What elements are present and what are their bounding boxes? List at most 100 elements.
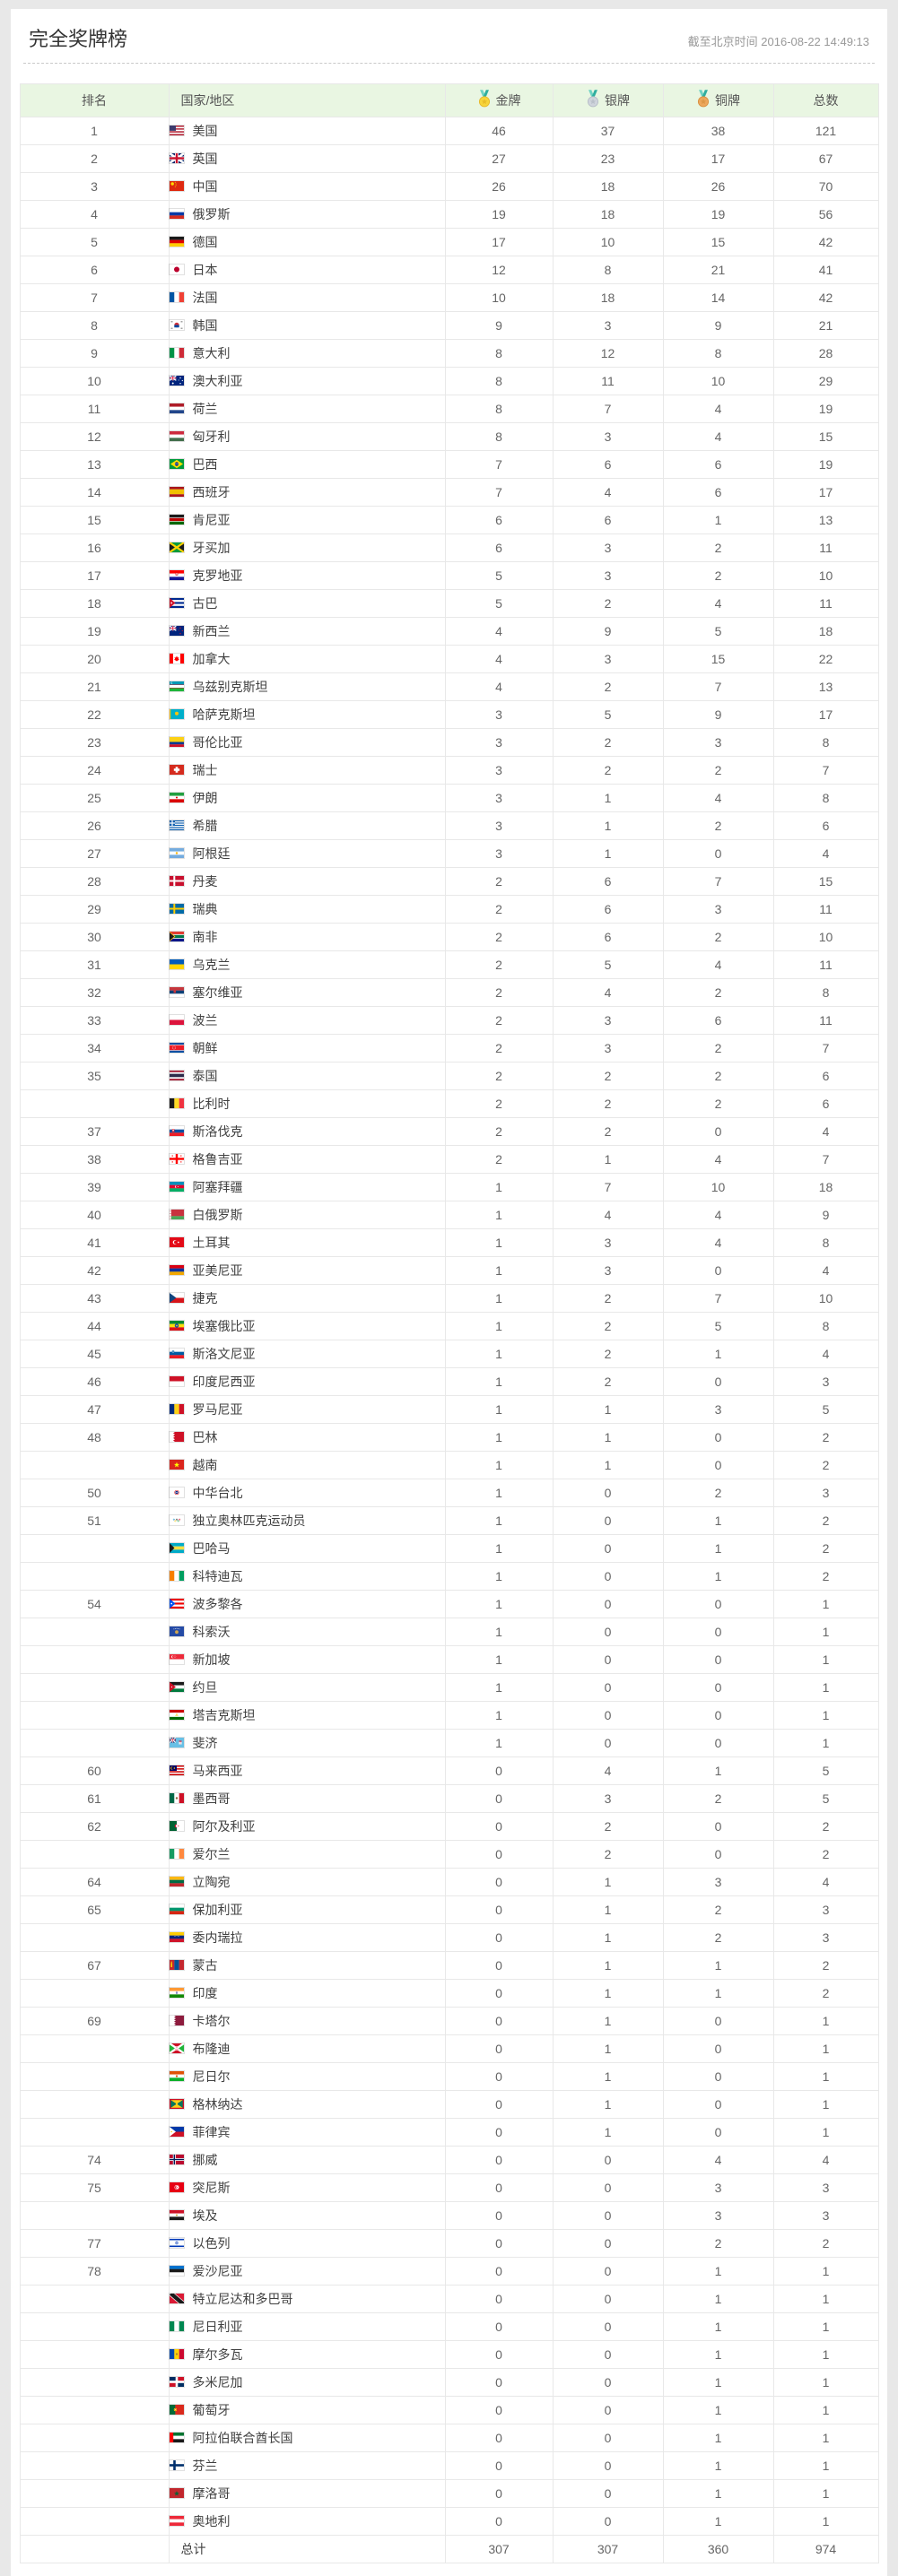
total-count-cell: 1: [773, 1729, 878, 1756]
total-count-cell: 11: [773, 533, 878, 561]
gold-count-cell: 8: [445, 339, 553, 367]
country-flag-icon: [170, 709, 184, 719]
gold-count-cell: 2: [445, 923, 553, 950]
country-flag-icon: [170, 1349, 184, 1358]
silver-count-cell: 0: [553, 2451, 663, 2479]
country-name: 加拿大: [193, 652, 231, 666]
rank-cell: [20, 2340, 169, 2368]
country-name: 英国: [193, 152, 218, 166]
country-cell: 越南: [169, 1451, 445, 1479]
silver-count-cell: 1: [553, 811, 663, 839]
rank-cell: [20, 1840, 169, 1868]
total-count-cell: 2: [773, 1951, 878, 1979]
country-cell: 葡萄牙: [169, 2396, 445, 2424]
rank-cell: 11: [20, 395, 169, 422]
silver-count-cell: 0: [553, 2479, 663, 2507]
country-flag-icon: [170, 2127, 184, 2137]
country-flag-icon: [170, 265, 184, 274]
gold-count-cell: 2: [445, 1006, 553, 1034]
country-cell: 埃塞俄比亚: [169, 1312, 445, 1340]
country-flag-icon: [170, 431, 184, 441]
country-name: 委内瑞拉: [193, 1930, 243, 1945]
country-cell: 摩洛哥: [169, 2479, 445, 2507]
rank-cell: 43: [20, 1284, 169, 1312]
country-cell: 肯尼亚: [169, 506, 445, 533]
country-flag-icon: [170, 1877, 184, 1886]
silver-count-cell: 1: [553, 1145, 663, 1173]
bronze-count-cell: 3: [663, 728, 773, 756]
total-count-cell: 1: [773, 2424, 878, 2451]
silver-count-cell: 18: [553, 200, 663, 228]
bronze-count-cell: 0: [663, 1423, 773, 1451]
gold-count-cell: 6: [445, 533, 553, 561]
gold-count-cell: 26: [445, 172, 553, 200]
country-name: 尼日尔: [193, 2069, 231, 2084]
total-count-cell: 18: [773, 617, 878, 645]
rank-cell: 20: [20, 645, 169, 672]
country-cell: 芬兰: [169, 2451, 445, 2479]
bronze-count-cell: 5: [663, 1312, 773, 1340]
country-cell: 波多黎各: [169, 1590, 445, 1618]
rank-cell: [20, 2118, 169, 2146]
silver-count-cell: 2: [553, 1812, 663, 1840]
country-name: 西班牙: [193, 485, 231, 499]
bronze-count-cell: 15: [663, 645, 773, 672]
gold-count-cell: 0: [445, 2173, 553, 2201]
country-name: 芬兰: [193, 2459, 218, 2473]
silver-count-cell: 2: [553, 1367, 663, 1395]
bronze-count-cell: 1: [663, 2451, 773, 2479]
country-flag-icon: [170, 932, 184, 941]
silver-count-cell: 2: [553, 1117, 663, 1145]
rank-cell: 7: [20, 283, 169, 311]
gold-count-cell: 46: [445, 117, 553, 144]
total-count-cell: 13: [773, 506, 878, 533]
silver-count-cell: 0: [553, 2424, 663, 2451]
silver-count-cell: 2: [553, 672, 663, 700]
gold-count-cell: 0: [445, 2257, 553, 2285]
bronze-count-cell: 0: [663, 1451, 773, 1479]
rank-cell: 33: [20, 1006, 169, 1034]
country-cell: 埃及: [169, 2201, 445, 2229]
rank-cell: 10: [20, 367, 169, 395]
gold-count-cell: 0: [445, 1840, 553, 1868]
bronze-count-cell: 1: [663, 1562, 773, 1590]
silver-count-cell: 3: [553, 645, 663, 672]
country-cell: 蒙古: [169, 1951, 445, 1979]
gold-count-cell: 8: [445, 367, 553, 395]
silver-count-cell: 3: [553, 1034, 663, 1062]
bronze-count-cell: 1: [663, 2368, 773, 2396]
gold-count-cell: 0: [445, 2007, 553, 2034]
silver-count-cell: 0: [553, 2368, 663, 2396]
country-name: 法国: [193, 291, 218, 305]
dashed-divider: [23, 63, 875, 64]
bronze-count-cell: 2: [663, 756, 773, 784]
rank-cell: [20, 2285, 169, 2312]
rank-cell: 44: [20, 1312, 169, 1340]
total-count-cell: 17: [773, 700, 878, 728]
gold-count-cell: 1: [445, 1506, 553, 1534]
rank-cell: [20, 1979, 169, 2007]
rank-cell: [20, 2451, 169, 2479]
bronze-count-cell: 4: [663, 1228, 773, 1256]
silver-count-cell: 6: [553, 506, 663, 533]
country-name: 保加利亚: [193, 1903, 243, 1917]
country-name: 德国: [193, 235, 218, 249]
country-name: 日本: [193, 263, 218, 277]
country-name: 丹麦: [193, 874, 218, 889]
total-count-cell: 11: [773, 589, 878, 617]
country-name: 斯洛伐克: [193, 1124, 243, 1139]
country-flag-icon: [170, 848, 184, 858]
gold-count-cell: 19: [445, 200, 553, 228]
country-flag-icon: [170, 348, 184, 358]
country-cell: 多米尼加: [169, 2368, 445, 2396]
bronze-count-cell: 1: [663, 2507, 773, 2535]
